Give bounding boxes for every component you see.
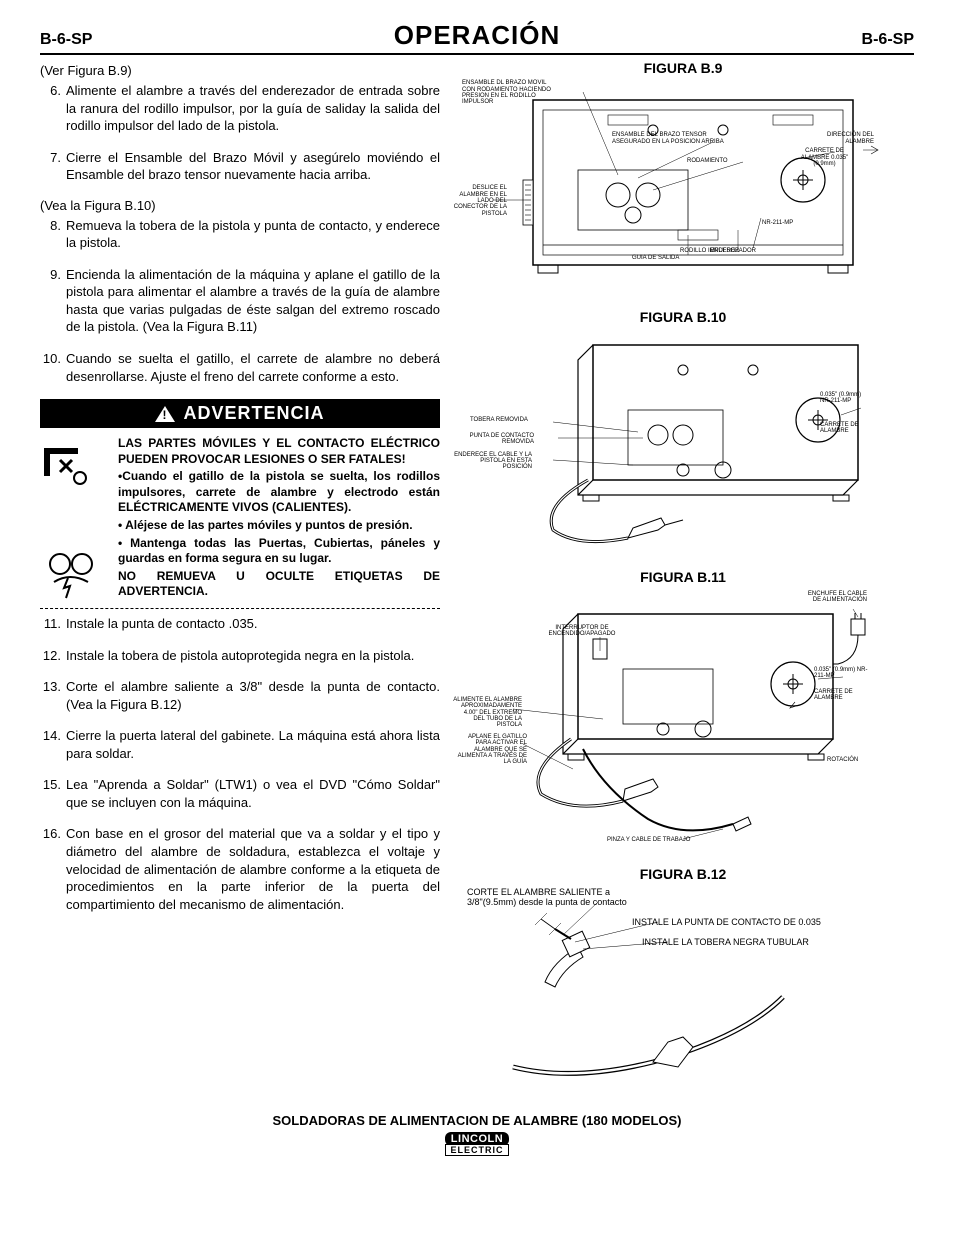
figure-b12-title: FIGURA B.12 xyxy=(452,867,914,882)
step-number: 10. xyxy=(40,350,66,385)
step-text: Instale la tobera de pistola autoprotegi… xyxy=(66,647,440,665)
instructions-column: (Ver Figura B.9) 6. Alimente el alambre … xyxy=(40,61,440,1097)
step-11: 11. Instale la punta de contacto .035. xyxy=(40,615,440,633)
fig-b10-label-nozzle-removed: TOBERA REMOVIDA xyxy=(470,417,528,423)
fig-b11-label-spool: CARRETE DE ALAMBRE xyxy=(814,689,869,702)
main-content: (Ver Figura B.9) 6. Alimente el alambre … xyxy=(40,61,914,1097)
warning-banner: ADVERTENCIA xyxy=(40,399,440,428)
step-text: Cierre la puerta lateral del gabinete. L… xyxy=(66,727,440,762)
figure-b10: TOBERA REMOVIDA PUNTA DE CONTACTO REMOVI… xyxy=(452,330,914,560)
step-9: 9. Encienda la alimentación de la máquin… xyxy=(40,266,440,336)
page-header: B-6-SP OPERACIÓN B-6-SP xyxy=(40,20,914,55)
moving-parts-icon xyxy=(40,442,100,492)
fig-b9-label-arm-assembly: ENSAMBLE DL BRAZO MOVIL CON RODAMIENTO H… xyxy=(462,80,557,105)
warning-icons xyxy=(40,436,110,602)
step-13: 13. Corte el alambre saliente a 3/8" des… xyxy=(40,678,440,713)
warning-triangle-icon xyxy=(155,406,175,422)
fig-b11-label-feed-wire: ALIMENTE EL ALAMBRE APROXIMADAMENTE 4.00… xyxy=(452,697,522,728)
step-text: Alimente el alambre a través del enderez… xyxy=(66,82,440,135)
dashed-separator xyxy=(40,608,440,609)
step-text: Remueva la tobera de la pistola y punta … xyxy=(66,217,440,252)
warning-bullet-3: • Mantenga todas las Puertas, Cubiertas,… xyxy=(118,536,440,567)
header-code-left: B-6-SP xyxy=(40,31,92,49)
step-number: 16. xyxy=(40,825,66,913)
fig-b9-label-bearing: RODAMIENTO xyxy=(687,158,728,164)
page-title: OPERACIÓN xyxy=(394,20,560,51)
figure-b10-title: FIGURA B.10 xyxy=(452,310,914,325)
step-7: 7. Cierre el Ensamble del Brazo Móvil y … xyxy=(40,149,440,184)
step-text: Cierre el Ensamble del Brazo Móvil y ase… xyxy=(66,149,440,184)
fig-b9-label-spool: CARRETE DE ALAMBRE 0.035" (0.9mm) xyxy=(797,148,852,167)
fig-b11-label-wire: 0.035" (0.9mm) NR-211-MP xyxy=(814,667,869,680)
step-6: 6. Alimente el alambre a través del ende… xyxy=(40,82,440,135)
logo-top-text: LINCOLN xyxy=(445,1132,509,1146)
fig-b10-label-wire: 0.035" (0.9mm) NR-211-MP xyxy=(820,392,870,405)
figure-reference-b10: (Vea la Figura B.10) xyxy=(40,198,440,213)
figure-b11-diagram xyxy=(473,589,893,844)
figure-b9-diagram xyxy=(483,80,883,290)
fig-b9-label-output-guide: GUIA DE SALIDA xyxy=(632,255,679,261)
step-8: 8. Remueva la tobera de la pistola y pun… xyxy=(40,217,440,252)
electric-hazard-icon xyxy=(40,552,100,602)
step-16: 16. Con base en el grosor del material q… xyxy=(40,825,440,913)
step-text: Encienda la alimentación de la máquina y… xyxy=(66,266,440,336)
logo-bottom-text: ELECTRIC xyxy=(445,1144,509,1156)
fig-b9-label-tensor-arm: ENSAMBLE DEL BRAZO TENSOR ASEGURADO EN L… xyxy=(612,132,742,145)
fig-b12-label-install-tip: INSTALE LA PUNTA DE CONTACTO DE 0.035 xyxy=(632,917,821,928)
fig-b9-label-straightener: ENDEREZADOR xyxy=(710,248,756,254)
warning-block: LAS PARTES MÓVILES Y EL CONTACTO ELÉCTRI… xyxy=(40,436,440,602)
step-10: 10. Cuando se suelta el gatillo, el carr… xyxy=(40,350,440,385)
step-number: 12. xyxy=(40,647,66,665)
fig-b11-label-clamp: PINZA Y CABLE DE TRABAJO xyxy=(607,837,690,843)
fig-b9-label-slide-wire: DESLICE EL ALAMBRE EN EL LADO DEL CONECT… xyxy=(452,185,507,216)
warning-bullet-1: •Cuando el gatillo de la pistola se suel… xyxy=(118,469,440,516)
warning-text: LAS PARTES MÓVILES Y EL CONTACTO ELÉCTRI… xyxy=(118,436,440,602)
fig-b12-label-cut-wire: CORTE EL ALAMBRE SALIENTE a 3/8"(9.5mm) … xyxy=(467,887,627,909)
warning-banner-text: ADVERTENCIA xyxy=(183,403,324,424)
page-footer: SOLDADORAS DE ALIMENTACION DE ALAMBRE (1… xyxy=(40,1113,914,1156)
step-15: 15. Lea "Aprenda a Soldar" (LTW1) o vea … xyxy=(40,776,440,811)
step-number: 15. xyxy=(40,776,66,811)
step-number: 6. xyxy=(40,82,66,135)
fig-b11-label-trigger: APLANE EL GATILLO PARA ACTIVAR EL ALAMBR… xyxy=(452,734,527,765)
fig-b10-label-straighten: ENDERECE EL CABLE Y LA PISTOLA EN ESTA P… xyxy=(452,452,532,471)
figure-b9-title: FIGURA B.9 xyxy=(452,61,914,76)
step-number: 11. xyxy=(40,615,66,633)
figure-b10-diagram xyxy=(483,330,883,555)
figure-b11-title: FIGURA B.11 xyxy=(452,570,914,585)
footer-text: SOLDADORAS DE ALIMENTACION DE ALAMBRE (1… xyxy=(40,1113,914,1128)
warning-title: LAS PARTES MÓVILES Y EL CONTACTO ELÉCTRI… xyxy=(118,436,440,467)
fig-b9-label-direction: DIRECCIÓN DEL ALAMBRE xyxy=(824,132,874,145)
step-text: Lea "Aprenda a Soldar" (LTW1) o vea el D… xyxy=(66,776,440,811)
lincoln-logo: LINCOLN ELECTRIC xyxy=(445,1132,509,1156)
step-number: 14. xyxy=(40,727,66,762)
step-number: 7. xyxy=(40,149,66,184)
step-text: Cuando se suelta el gatillo, el carrete … xyxy=(66,350,440,385)
figure-b12: CORTE EL ALAMBRE SALIENTE a 3/8"(9.5mm) … xyxy=(452,887,914,1087)
step-12: 12. Instale la tobera de pistola autopro… xyxy=(40,647,440,665)
step-text: Instale la punta de contacto .035. xyxy=(66,615,440,633)
fig-b10-label-spool: CARRETE DE ALAMBRE xyxy=(820,422,870,435)
step-14: 14. Cierre la puerta lateral del gabinet… xyxy=(40,727,440,762)
warning-bullet-2: • Aléjese de las partes móviles y puntos… xyxy=(118,518,440,534)
figure-reference-b9: (Ver Figura B.9) xyxy=(40,63,440,78)
warning-footer: NO REMUEVA U OCULTE ETIQUETAS DE ADVERTE… xyxy=(118,569,440,600)
fig-b11-label-plug: ENCHUFE EL CABLE DE ALIMENTACIÓN xyxy=(807,591,867,604)
fig-b10-label-tip-removed: PUNTA DE CONTACTO REMOVIDA xyxy=(452,433,534,446)
fig-b9-label-wire-type: NR-211-MP xyxy=(762,220,793,226)
fig-b11-label-rotation: ROTACIÓN xyxy=(827,757,858,763)
figures-column: FIGURA B.9 xyxy=(452,61,914,1097)
header-code-right: B-6-SP xyxy=(862,31,914,49)
step-number: 9. xyxy=(40,266,66,336)
step-text: Corte el alambre saliente a 3/8" desde l… xyxy=(66,678,440,713)
step-number: 8. xyxy=(40,217,66,252)
figure-b11: INTERRUPTOR DE ENCENDIDO/APAGADO ALIMENT… xyxy=(452,589,914,849)
step-text: Con base en el grosor del material que v… xyxy=(66,825,440,913)
fig-b12-label-install-nozzle: INSTALE LA TOBERA NEGRA TUBULAR xyxy=(642,937,809,948)
figure-b9: ENSAMBLE DL BRAZO MOVIL CON RODAMIENTO H… xyxy=(452,80,914,300)
fig-b11-label-switch: INTERRUPTOR DE ENCENDIDO/APAGADO xyxy=(547,625,617,638)
step-number: 13. xyxy=(40,678,66,713)
